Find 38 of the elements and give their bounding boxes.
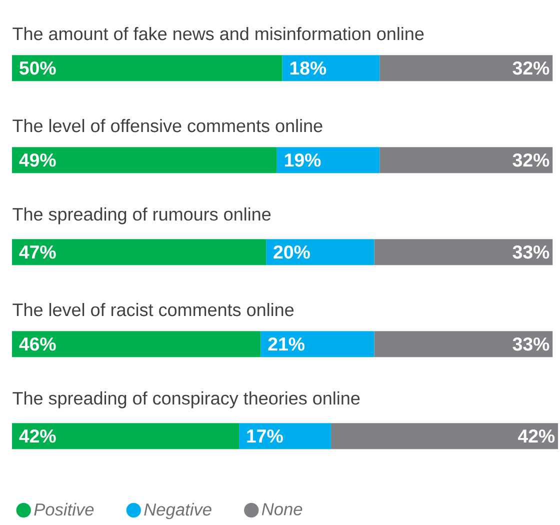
- bar: [12, 423, 240, 450]
- data-label: 17%: [247, 430, 283, 443]
- y-tick-label: The level of racist comments online: [12, 302, 294, 316]
- bar: [380, 55, 553, 82]
- data-label: 49%: [19, 153, 56, 167]
- data-label: 50%: [20, 61, 56, 75]
- bar: [12, 239, 266, 266]
- data-label: 46%: [19, 337, 56, 351]
- bar: [266, 239, 374, 266]
- data-label: 47%: [19, 246, 56, 259]
- bar: [276, 147, 380, 174]
- bar: [330, 423, 558, 450]
- data-label: 32%: [512, 61, 550, 75]
- data-label: 20%: [274, 245, 310, 259]
- data-label: 42%: [19, 429, 56, 443]
- bar: [282, 55, 380, 82]
- data-label: 33%: [512, 245, 550, 259]
- y-tick-label: The amount of fake news and misinformation online: [12, 26, 424, 40]
- y-tick-label: The level of offensive comments online: [12, 118, 322, 132]
- bar: [12, 147, 277, 174]
- data-label: 32%: [512, 153, 550, 167]
- data-label: 33%: [512, 337, 550, 351]
- data-label: 42%: [518, 429, 555, 443]
- bar: [374, 239, 553, 266]
- data-label: 18%: [290, 61, 326, 75]
- legend-label: Negative: [144, 502, 212, 520]
- bar: [12, 331, 261, 358]
- y-tick-label: The spreading of rumours online: [12, 207, 271, 224]
- bar: [12, 55, 282, 82]
- bar: [239, 423, 331, 450]
- legend-label: Positive: [34, 502, 94, 516]
- y-tick-label: The spreading of conspiracy theories online: [12, 391, 360, 408]
- data-label: 21%: [268, 337, 304, 351]
- bar: [260, 331, 374, 358]
- bar: [380, 147, 553, 174]
- bar: [374, 331, 553, 358]
- legend-label: None: [262, 503, 302, 516]
- data-label: 19%: [285, 153, 321, 167]
